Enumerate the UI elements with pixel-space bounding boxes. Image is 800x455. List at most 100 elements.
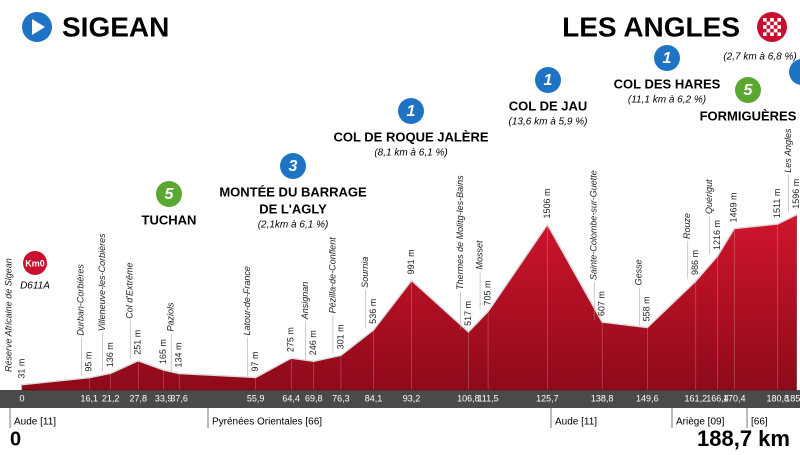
climb-category: 1 — [663, 50, 672, 67]
finish-town: LES ANGLES — [562, 11, 740, 42]
climb-badge — [789, 59, 800, 85]
flag-square — [777, 25, 781, 29]
altitude-label: 991 m — [406, 249, 416, 274]
climb-badge — [654, 45, 680, 71]
km-label: 64,4 — [282, 393, 300, 403]
region-label: [66] — [751, 417, 768, 428]
altitude-label: 1469 m — [729, 192, 739, 222]
altitude-label: 1506 m — [542, 188, 552, 218]
km-label: 180,8 — [766, 393, 789, 403]
altitude-label: 95 m — [84, 352, 94, 372]
place-name: Paziols — [166, 302, 176, 332]
flag-square — [763, 18, 767, 22]
altitude-label: 246 m — [308, 330, 318, 355]
place-name: Thermes de Molitg-les-Bains — [455, 175, 465, 290]
climb-badge — [398, 98, 424, 124]
place-name: Les Angles — [783, 128, 793, 173]
start-arrow — [32, 19, 45, 35]
km-label: 161,2 — [685, 393, 708, 403]
climb-name: COL DE ROQUE JALÈRE — [333, 129, 488, 144]
km-label: 125,7 — [536, 393, 559, 403]
km-label: 106,8 — [457, 393, 480, 403]
flag-square — [770, 32, 774, 36]
start-distance: 0 — [10, 428, 21, 450]
km0-text: Km0 — [25, 258, 45, 268]
flag-square — [777, 18, 781, 22]
altitude-label: 251 m — [133, 330, 143, 355]
climb-name: DE L'AGLY — [259, 201, 327, 216]
place-name: Ansignan — [300, 282, 310, 321]
km-label: 0 — [19, 393, 24, 403]
altitude-label: 134 m — [174, 342, 184, 367]
climb-detail: (11,1 km à 6,2 %) — [628, 95, 706, 106]
flag-square — [770, 25, 774, 29]
km0-badge — [23, 251, 47, 275]
place-name: Pézilla-de-Conflent — [327, 237, 337, 314]
climb-detail: (2,1km à 6,1 %) — [258, 220, 329, 231]
altitude-label: 31 m — [16, 359, 26, 379]
place-name: Mosset — [474, 240, 484, 270]
km-label: 166,4 — [706, 393, 729, 403]
km-label: 55,9 — [247, 393, 265, 403]
climb-detail: (8,1 km à 6,1 %) — [374, 148, 447, 159]
altitude-label: 705 m — [482, 280, 492, 305]
flag-square — [763, 25, 767, 29]
altitude-label: 558 m — [642, 296, 652, 321]
climb-category: 5 — [744, 82, 754, 99]
climb-badge — [735, 77, 761, 103]
altitude-label: 536 m — [368, 299, 378, 324]
km-label: 33,9 — [155, 393, 173, 403]
place-name: Durban-Corbières — [76, 264, 86, 336]
altitude-label: 1511 m — [772, 189, 782, 218]
km-label: 93,2 — [403, 393, 421, 403]
altitude-label: 1216 m — [712, 220, 722, 250]
place-name: Sainte-Colombe-sur-Guette — [589, 170, 599, 280]
profile-edge — [21, 214, 797, 386]
km-label: 170,4 — [723, 393, 746, 403]
climb-badge — [156, 181, 182, 207]
altitude-label: 97 m — [250, 351, 260, 371]
km-label: 21,2 — [102, 393, 120, 403]
altitude-label: 986 m — [690, 250, 700, 275]
altitude-label: 301 m — [335, 324, 345, 349]
altitude-label: 275 m — [286, 327, 296, 352]
flag-square — [773, 28, 778, 33]
start-road: D611A — [20, 281, 50, 292]
climb-name: MONTÉE DU BARRAGE — [219, 184, 367, 199]
altitude-label: 165 m — [158, 339, 168, 364]
place-name: Gesse — [634, 259, 644, 285]
km-label: 149,6 — [636, 393, 659, 403]
km-label: 185,3 — [785, 393, 800, 403]
climb-category: 1 — [544, 72, 553, 89]
region-label: Pyrénées Orientales [66] — [212, 417, 322, 428]
climb-name: COL DE JAU — [509, 98, 588, 113]
flag-square — [763, 32, 767, 36]
region-label: Aude [11] — [555, 417, 597, 428]
km-label: 138,8 — [591, 393, 614, 403]
place-name: Col d'Extrême — [125, 262, 135, 318]
km-label: 76,3 — [332, 393, 350, 403]
flag-square — [777, 32, 781, 36]
km-band — [0, 390, 800, 408]
climb-name: FORMIGUÈRES — [700, 108, 797, 123]
finish-distance: 188,7 km — [697, 426, 790, 450]
climb-category: 1 — [407, 103, 416, 120]
climb-category: 3 — [289, 158, 298, 175]
km-label: 84,1 — [365, 393, 383, 403]
climb-detail: (13,6 km à 5,9 %) — [509, 117, 588, 128]
flag-square — [770, 18, 774, 22]
place-name: Rouze — [682, 213, 692, 239]
region-label: Aude [11] — [14, 417, 56, 428]
start-town: SIGEAN — [62, 11, 169, 42]
altitude-label: 607 m — [597, 291, 607, 316]
region-label: Ariège [09] — [676, 417, 725, 428]
altitude-label: 517 m — [463, 301, 473, 326]
place-name: Sournia — [360, 257, 370, 288]
climb-name: TUCHAN — [142, 212, 197, 227]
place-name: Latour-de-France — [242, 266, 252, 335]
flag-square — [766, 28, 771, 33]
finish-climb: (2,7 km à 6,8 %) — [723, 52, 796, 63]
km-label: 16,1 — [81, 393, 99, 403]
altitude-label: 136 m — [105, 342, 115, 367]
